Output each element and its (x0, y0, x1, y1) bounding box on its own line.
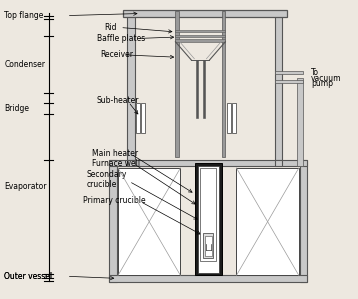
Bar (195, 163, 222, 275)
Bar (117, 160, 300, 275)
Bar (198, 166, 219, 273)
Bar (118, 168, 180, 275)
Text: Condenser: Condenser (4, 60, 45, 69)
Bar (232, 103, 236, 133)
Bar (200, 168, 217, 261)
Bar (127, 160, 135, 167)
Text: Baffle plates: Baffle plates (97, 34, 145, 43)
Bar (275, 11, 282, 160)
Text: Bridge: Bridge (4, 104, 29, 113)
Text: Primary crucible: Primary crucible (83, 196, 146, 205)
Text: Sub-heater: Sub-heater (96, 97, 139, 106)
Text: Furnace well: Furnace well (92, 159, 140, 168)
Bar (110, 160, 308, 167)
Text: Outer vessel: Outer vessel (4, 272, 52, 281)
Bar (203, 233, 213, 258)
Bar (110, 160, 117, 282)
Text: To: To (311, 68, 319, 77)
Bar (175, 35, 225, 37)
Text: pump: pump (311, 79, 333, 88)
Bar (175, 11, 179, 157)
Bar (203, 60, 205, 118)
Text: Top flange: Top flange (4, 11, 44, 20)
Bar (222, 11, 225, 157)
Bar (141, 103, 145, 133)
Bar (227, 103, 231, 133)
Bar (297, 78, 303, 167)
Bar (275, 160, 282, 167)
Bar (123, 10, 287, 17)
Bar (236, 168, 299, 275)
Text: vacuum: vacuum (311, 74, 342, 83)
Text: Rid: Rid (104, 23, 117, 32)
Text: Receiver: Receiver (100, 50, 133, 60)
Text: Outer vessel: Outer vessel (4, 272, 52, 281)
Text: Main heater: Main heater (92, 149, 138, 158)
Bar (275, 71, 303, 74)
Bar (175, 30, 225, 32)
Bar (110, 275, 308, 282)
Bar (175, 39, 225, 42)
Bar (136, 103, 140, 133)
Text: Secondary
crucible: Secondary crucible (86, 170, 127, 189)
Bar (300, 160, 308, 282)
Bar (205, 236, 212, 256)
Text: Evaporator: Evaporator (4, 182, 47, 191)
Bar (127, 11, 135, 160)
Bar (275, 80, 303, 83)
Bar (196, 60, 198, 118)
